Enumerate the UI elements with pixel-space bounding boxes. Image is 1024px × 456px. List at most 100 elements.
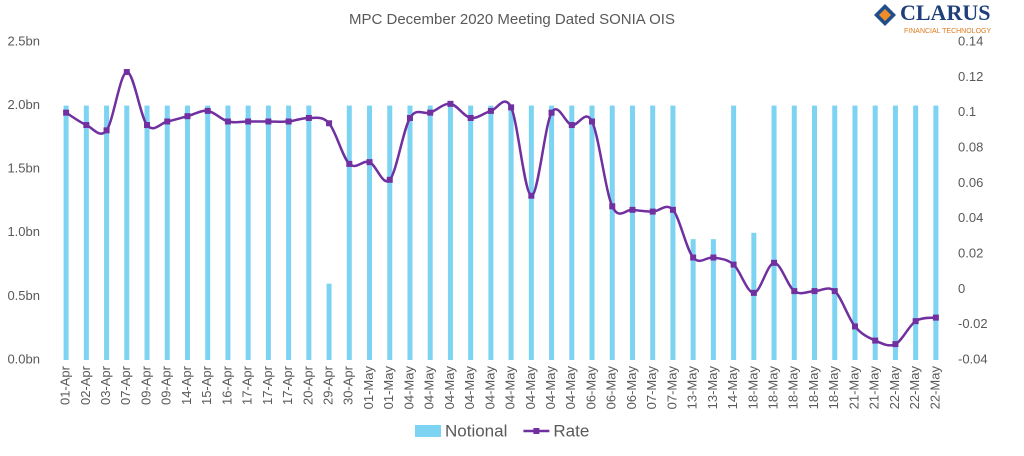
rate-marker <box>568 122 575 129</box>
bar <box>245 105 251 360</box>
bar <box>771 105 777 360</box>
rate-line <box>65 70 937 347</box>
x-tick-label: 30-Apr <box>341 365 356 405</box>
rate-marker <box>710 254 717 261</box>
x-tick-label: 20-Apr <box>300 365 315 405</box>
x-tick-label: 06-May <box>583 366 598 410</box>
y-tick-label: 1.5bn <box>7 161 40 176</box>
rate-marker <box>649 208 656 215</box>
x-tick-label: 03-Apr <box>98 365 113 405</box>
bar <box>609 105 615 360</box>
x-tick-label: 21-May <box>846 366 861 410</box>
x-tick-label: 06-May <box>624 366 639 410</box>
rate-marker <box>912 318 919 325</box>
rate-marker <box>164 118 171 125</box>
x-tick-label: 02-Apr <box>78 365 93 405</box>
chart-title: MPC December 2020 Meeting Dated SONIA OI… <box>349 11 675 28</box>
legend-label: Rate <box>553 421 589 440</box>
bar <box>549 105 555 360</box>
y2-tick-label: 0.12 <box>958 69 983 84</box>
x-tick-label: 09-Apr <box>138 365 153 405</box>
rate-marker <box>771 259 778 266</box>
y-tick-label: 1.0bn <box>7 224 40 239</box>
rate-marker <box>386 176 393 183</box>
x-tick-label: 18-May <box>766 366 781 410</box>
x-tick-label: 01-May <box>381 366 396 410</box>
rate-marker <box>730 261 737 268</box>
bar <box>265 105 271 360</box>
legend-swatch <box>533 428 540 434</box>
x-tick-label: 06-May <box>604 366 619 410</box>
bar <box>690 239 696 360</box>
rate-marker <box>83 122 90 129</box>
x-tick-label: 13-May <box>705 366 720 410</box>
x-tick-label: 18-May <box>786 366 801 410</box>
bar <box>488 105 494 360</box>
rate-marker <box>245 118 252 125</box>
rate-marker <box>487 107 494 114</box>
y2-tick-label: 0.08 <box>958 139 983 154</box>
x-tick-label: 21-May <box>867 366 882 410</box>
logo-icon <box>879 9 891 21</box>
rate-marker <box>204 107 211 114</box>
rate-marker <box>366 159 373 166</box>
bar <box>205 105 211 360</box>
bar <box>124 105 130 360</box>
bar <box>104 105 110 360</box>
x-tick-label: 14-Apr <box>179 365 194 405</box>
legend-label: Notional <box>445 421 507 440</box>
bar <box>832 105 838 360</box>
x-tick-label: 18-May <box>745 366 760 410</box>
y-tick-label: 2.0bn <box>7 97 40 112</box>
rate-marker <box>528 192 535 199</box>
x-tick-label: 04-May <box>482 366 497 410</box>
rate-marker <box>326 120 333 127</box>
rate-marker <box>669 206 676 213</box>
x-tick-label: 17-Apr <box>240 365 255 405</box>
bar <box>144 105 150 360</box>
bar <box>528 105 534 360</box>
rate-marker <box>892 341 899 348</box>
x-tick-label: 04-May <box>442 366 457 410</box>
rate-marker <box>427 109 434 116</box>
bar <box>670 105 676 360</box>
y2-tick-label: 0.02 <box>958 245 983 260</box>
bar <box>731 105 737 360</box>
bar <box>589 105 595 360</box>
rate-marker <box>872 337 879 344</box>
x-tick-label: 07-May <box>644 366 659 410</box>
rate-marker <box>467 114 474 121</box>
bar <box>468 105 474 360</box>
bar <box>346 105 352 360</box>
rate-marker <box>589 118 596 125</box>
bar <box>306 105 312 360</box>
bar <box>286 105 292 360</box>
bar <box>650 105 656 360</box>
y2-tick-label: 0.06 <box>958 175 983 190</box>
y-tick-label: 0.5bn <box>7 288 40 303</box>
x-tick-label: 18-May <box>826 366 841 410</box>
x-tick-label: 07-Apr <box>118 365 133 405</box>
y2-tick-label: -0.04 <box>958 351 988 366</box>
bar <box>83 105 89 360</box>
x-tick-label: 18-May <box>806 366 821 410</box>
rate-marker <box>508 104 515 111</box>
bar <box>629 105 635 360</box>
bar <box>508 105 514 360</box>
x-tick-label: 15-Apr <box>199 365 214 405</box>
x-tick-label: 22-May <box>927 366 942 410</box>
bar <box>913 105 919 360</box>
x-tick-label: 17-Apr <box>280 365 295 405</box>
bar <box>933 105 939 360</box>
bar <box>387 105 393 360</box>
y2-tick-label: 0 <box>958 281 965 296</box>
x-tick-label: 17-Apr <box>260 365 275 405</box>
bar <box>225 105 231 360</box>
rate-marker <box>224 118 231 125</box>
rate-marker <box>629 206 636 213</box>
legend-swatch <box>415 425 441 437</box>
bar <box>367 105 373 360</box>
bar <box>852 105 858 360</box>
x-tick-label: 29-Apr <box>321 365 336 405</box>
x-tick-label: 07-May <box>664 366 679 410</box>
